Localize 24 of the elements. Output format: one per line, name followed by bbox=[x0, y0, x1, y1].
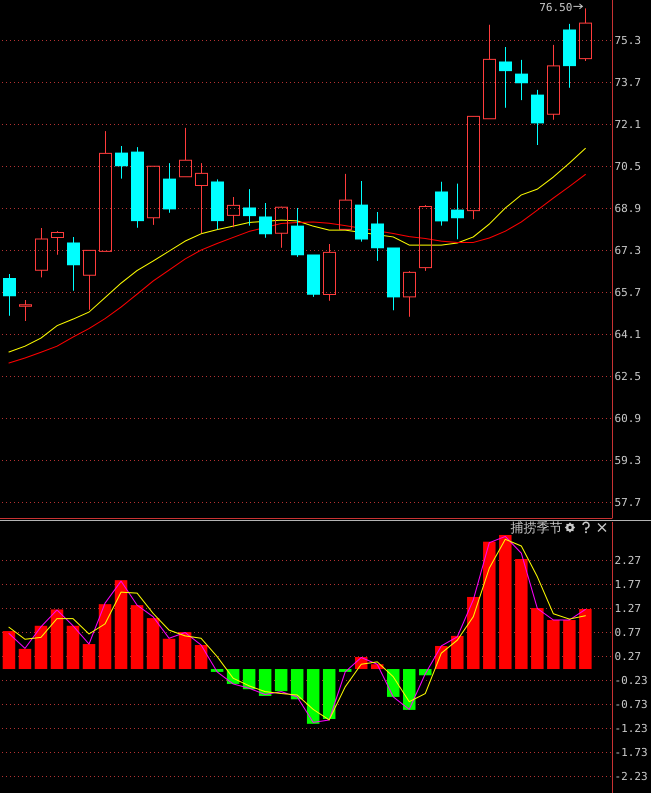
ytick-label: 75.3 bbox=[614, 33, 641, 46]
ytick-label: 68.9 bbox=[614, 202, 641, 215]
ytick-label: -1.73 bbox=[614, 746, 648, 759]
ytick-label: 73.7 bbox=[614, 75, 641, 88]
ytick-label: 1.27 bbox=[614, 602, 641, 614]
ytick-label: 65.7 bbox=[614, 286, 641, 299]
ytick-label: 2.27 bbox=[614, 553, 641, 566]
ytick-label: 1.77 bbox=[614, 577, 641, 590]
ytick-label: 59.3 bbox=[614, 454, 641, 467]
ytick-label: 60.9 bbox=[614, 412, 641, 425]
ytick-label: 64.1 bbox=[614, 328, 641, 341]
ytick-label: -2.23 bbox=[614, 770, 648, 783]
annotation: 76.50 bbox=[539, 0, 572, 14]
ytick-label: 72.1 bbox=[614, 117, 641, 130]
title: 捕捞季节 bbox=[510, 520, 562, 536]
ytick-label: 70.5 bbox=[614, 160, 641, 172]
ytick-label: 67.3 bbox=[614, 244, 641, 257]
ytick-label: 0.77 bbox=[614, 626, 641, 639]
ytick-label: -0.73 bbox=[614, 698, 648, 711]
ytick-label: 62.5 bbox=[614, 370, 641, 383]
ytick-label: 57.7 bbox=[614, 496, 641, 509]
ytick-label: -1.23 bbox=[614, 722, 648, 735]
ytick-label: -0.23 bbox=[614, 674, 648, 687]
ytick-label: 0.27 bbox=[614, 650, 641, 663]
